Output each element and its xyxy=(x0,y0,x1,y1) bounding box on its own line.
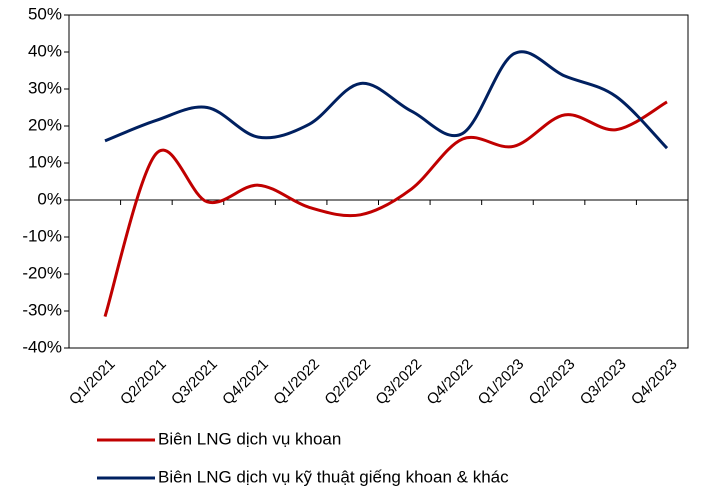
y-tick-label: -20% xyxy=(22,263,62,282)
y-tick-label: 50% xyxy=(28,4,62,23)
x-tick-label: Q1/2021 xyxy=(66,356,119,409)
x-tick-label: Q3/2021 xyxy=(168,356,221,409)
y-tick-label: 10% xyxy=(28,152,62,171)
line-series xyxy=(103,100,668,317)
y-tick-label: 20% xyxy=(28,115,62,134)
x-tick-label: Q2/2023 xyxy=(526,356,579,409)
x-tick-label: Q4/2022 xyxy=(424,356,477,409)
y-tick-label: 0% xyxy=(37,189,62,208)
x-tick-label: Q2/2022 xyxy=(321,356,374,409)
y-tick-label: -10% xyxy=(22,226,62,245)
legend-label: Biên LNG dịch vụ khoan xyxy=(158,429,341,448)
y-tick-label: -40% xyxy=(22,337,62,356)
x-tick-label: Q3/2023 xyxy=(577,356,630,409)
y-tick-label: 30% xyxy=(28,78,62,97)
y-tick-label: -30% xyxy=(22,300,62,319)
line-series xyxy=(104,50,669,150)
x-tick-label: Q1/2023 xyxy=(475,356,528,409)
legend-label: Biên LNG dịch vụ kỹ thuật giếng khoan & … xyxy=(158,467,509,486)
y-tick-label: 40% xyxy=(28,41,62,60)
x-tick-label: Q3/2022 xyxy=(372,356,425,409)
x-tick-label: Q1/2022 xyxy=(270,356,323,409)
x-tick-label: Q4/2023 xyxy=(628,356,681,409)
plot-frame xyxy=(68,14,689,349)
x-tick-label: Q4/2021 xyxy=(219,356,272,409)
x-tick-label: Q2/2021 xyxy=(117,356,170,409)
